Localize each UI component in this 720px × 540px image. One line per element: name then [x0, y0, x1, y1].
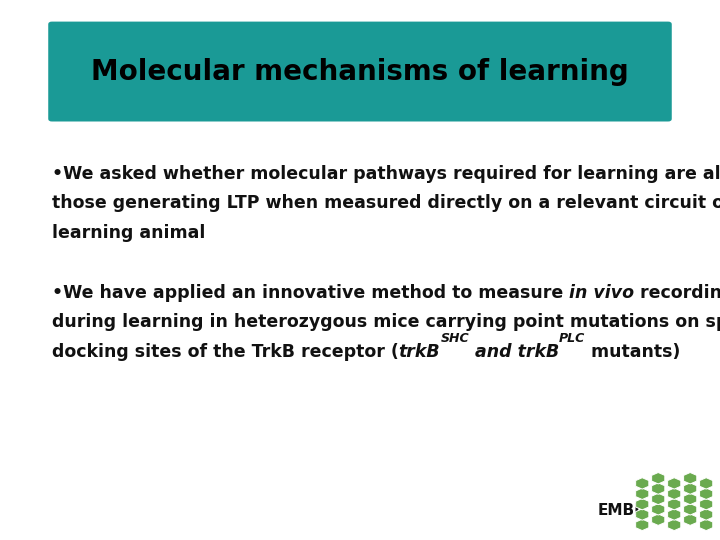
Text: PLC: PLC	[559, 332, 585, 345]
FancyBboxPatch shape	[48, 22, 672, 122]
Text: •We have applied an innovative method to measure: •We have applied an innovative method to…	[52, 284, 569, 301]
Text: and trkB: and trkB	[469, 343, 559, 361]
Text: trkB: trkB	[399, 343, 441, 361]
Text: those generating LTP when measured directly on a relevant circuit of a: those generating LTP when measured direc…	[52, 194, 720, 212]
Text: EMBL: EMBL	[598, 503, 644, 518]
Text: trkB: trkB	[399, 343, 441, 361]
Text: •We asked whether molecular pathways required for learning are also: •We asked whether molecular pathways req…	[52, 165, 720, 183]
Text: during learning in heterozygous mice carrying point mutations on specific: during learning in heterozygous mice car…	[52, 313, 720, 331]
Text: SHC: SHC	[441, 332, 469, 345]
Text: •We have applied an innovative method to measure: •We have applied an innovative method to…	[52, 284, 569, 301]
Text: docking sites of the TrkB receptor (: docking sites of the TrkB receptor (	[52, 343, 399, 361]
Text: recording: recording	[634, 284, 720, 301]
Text: Molecular mechanisms of learning: Molecular mechanisms of learning	[91, 58, 629, 85]
Text: docking sites of the TrkB receptor (: docking sites of the TrkB receptor (	[52, 343, 399, 361]
Text: in vivo: in vivo	[569, 284, 634, 301]
Text: mutants): mutants)	[585, 343, 681, 361]
Text: in vivo: in vivo	[569, 284, 634, 301]
Text: learning animal: learning animal	[52, 224, 205, 242]
Text: SHC: SHC	[441, 332, 469, 345]
Text: PLC: PLC	[559, 332, 585, 345]
Text: and trkB: and trkB	[469, 343, 559, 361]
